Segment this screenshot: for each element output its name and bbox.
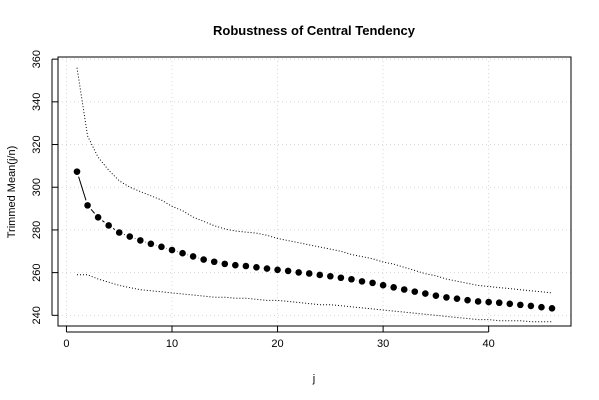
point-connector [78,176,87,201]
data-point [179,249,186,257]
bound-lines [76,67,553,323]
point-connector [112,227,116,230]
data-point [73,168,81,175]
data-point [126,233,134,240]
point-connector [90,209,95,214]
y-tick-label: 260 [31,263,43,281]
data-point [422,290,429,297]
data-point [210,258,218,266]
data-point [400,286,408,293]
data-point [517,301,524,309]
data-point [147,240,155,248]
data-point [337,274,345,282]
data-point [232,261,239,269]
y-tick-label: 240 [31,306,43,324]
data-point [485,298,492,306]
y-axis-label: Trimmed Mean(j/n) [6,146,18,239]
data-point [189,253,197,260]
data-point [474,298,482,305]
data-point [390,284,397,291]
data-point [295,269,302,276]
y-tick-label: 320 [31,135,43,153]
x-axis-label: j [312,373,315,385]
data-point [168,246,176,254]
data-point [305,270,313,277]
data-point [358,278,366,285]
x-axis: 0 10 20 30 40 [63,326,495,350]
x-tick-label: 0 [63,338,69,350]
data-points [73,168,556,312]
data-point [316,271,324,279]
data-point [432,292,440,299]
data-point [411,288,419,295]
data-point [453,295,461,302]
y-tick-label: 360 [31,50,43,68]
data-point [137,237,144,244]
data-point [548,304,556,312]
chart-title: Robustness of Central Tendency [213,23,416,38]
data-point [200,256,207,263]
data-point [253,263,260,271]
x-tick-label: 40 [483,338,495,350]
data-point [464,296,471,304]
data-point [538,303,545,311]
plot-frame [57,56,572,327]
y-tick-label: 340 [31,93,43,111]
data-point [242,262,250,270]
y-axis: 240 260 280 300 320 340 360 [31,50,58,325]
upper-bound-line [76,67,553,294]
data-point [221,260,229,268]
data-point [158,243,165,251]
data-point [506,300,514,308]
data-point [527,302,535,310]
data-point [379,281,387,289]
data-point [115,229,123,236]
data-point [84,202,91,209]
data-point [369,279,376,287]
x-tick-label: 10 [166,338,178,350]
y-tick-label: 300 [31,178,43,196]
x-tick-label: 30 [377,338,389,350]
data-point [495,299,503,307]
data-point [263,265,271,272]
data-point [94,214,102,221]
data-point [274,266,281,274]
data-point [105,222,112,229]
point-connector [102,220,105,223]
x-tick-label: 20 [271,338,283,350]
data-point [284,267,292,275]
data-point [443,294,450,301]
lower-bound-line [77,274,552,323]
data-point [327,272,334,280]
grid-layer [58,57,571,326]
point-connectors [78,176,547,309]
y-tick-label: 280 [31,221,43,239]
data-point [348,275,355,283]
